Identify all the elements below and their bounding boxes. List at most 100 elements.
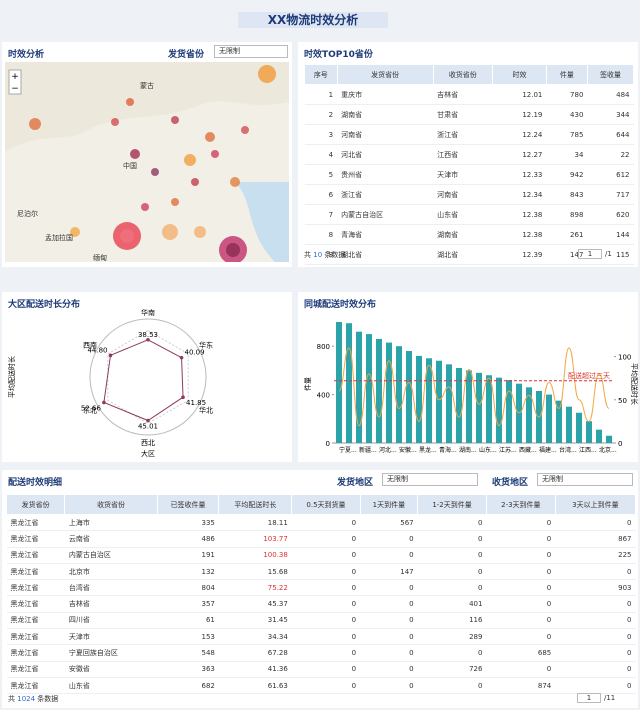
filter-select[interactable]: 无限制 [537,473,633,486]
cell: 黑龙江省 [6,530,65,548]
table-footer: 共 1024 条数据 [8,694,58,704]
bar [426,358,432,443]
cell: 黑龙江省 [6,661,65,678]
filter-select[interactable]: 无限制 [214,45,288,58]
bar [416,355,422,443]
cell: 0 [555,563,636,581]
cell: 486 [157,530,219,548]
bar [386,342,392,443]
bubble [241,126,249,134]
combo-panel: 同城配送时效分布 0 400 800 0 50 100 件量 平均配送时长 宁夏... 新疆...… [298,292,638,462]
bar [476,372,482,443]
cell: 100.38 [218,547,292,564]
radar-area [103,339,184,422]
column-header: 1天到件量 [359,494,419,515]
cell: 225 [555,547,636,564]
bubble [211,150,219,158]
land [5,62,289,152]
pagination: 1/11 [577,693,615,703]
cell: 6 [304,184,338,205]
zoom-control[interactable] [8,69,22,95]
cell: 12.38 [492,204,547,225]
row: 黑龙江省 内蒙古自治区 191 100.38 0 0 0 0 225 [6,547,636,564]
bar [586,421,592,443]
cell: 0 [291,563,361,581]
zoom-out[interactable]: − [11,84,19,94]
x-tick-label: 山东... [479,446,497,454]
bar [376,338,382,443]
map: + − 蒙古中国尼泊尔孟加拉国缅甸老挝 [5,62,289,262]
cell: 12.38 [492,224,547,245]
cell: 0 [555,595,636,613]
column-header: 序号 [304,64,338,85]
y-tick-label: 800 [317,343,330,351]
bar [446,364,452,443]
zoom-in[interactable]: + [11,72,19,82]
cell: 天津市 [433,164,493,185]
cell: 804 [157,579,219,597]
axis-category: 华东 [199,341,213,350]
page-input[interactable]: 1 [577,693,601,703]
panel-title: 时效分析 [8,50,45,60]
cell: 上海市 [64,514,158,532]
footer-text: 条数据 [37,695,59,703]
cell: 3 [304,124,338,145]
cell: 内蒙古自治区 [337,204,434,225]
x-tick-label: 北京... [599,446,617,454]
radar-point [146,337,150,342]
x-tick-label: 青海... [439,446,457,454]
bubble [162,224,178,240]
row: 黑龙江省 云南省 486 103.77 0 0 0 0 867 [6,530,636,548]
cell: 0 [291,547,361,564]
cell: 吉林省 [64,595,158,613]
cell: 安徽省 [64,661,158,678]
cell: 0 [555,677,636,695]
bubble [141,203,149,211]
column-header: 2-3天到件量 [485,494,556,515]
row: 6 浙江省 河南省 12.34 843 717 [304,184,634,205]
bubble [171,198,179,206]
place-label: 尼泊尔 [17,209,38,218]
top10-table: 序号 发货省份 收货省份 时效 件量 签收量 1 重庆市 吉林省 12.01 780 484 2 湖南省甘… [304,64,635,265]
cell: 浙江省 [433,124,493,145]
bubble [151,168,159,176]
cell: 357 [157,595,219,613]
cell: 0 [555,628,636,646]
cell: 0 [486,547,556,564]
cell: 青海省 [337,224,434,245]
bar [486,375,492,443]
cell: 874 [486,677,556,695]
cell: 台湾省 [64,579,158,597]
cell: 0 [291,595,361,613]
column-header: 发货省份 [5,494,66,515]
cell: 7 [304,204,338,225]
cell: 四川省 [64,612,158,630]
page-title: XX物流时效分析 [238,12,388,28]
x-tick-label: 福建... [539,446,557,454]
radar-point [179,355,184,360]
cell: 147 [360,563,418,581]
cell: 0 [360,579,418,597]
filter-select[interactable]: 无限制 [382,473,478,486]
page-count: /11 [604,694,616,702]
table-footer: 共 10 条数据 [304,250,345,260]
cell: 0 [360,677,418,695]
bar [546,394,552,443]
cell: 0 [486,563,556,581]
column-header: 已签收件量 [156,494,220,515]
cell: 903 [555,579,636,597]
row: 黑龙江省 台湾省 804 75.22 0 0 0 0 903 [6,579,636,597]
cell: 河南省 [433,184,493,205]
filter-label: 发货省份 [168,50,205,60]
cell: 144 [587,224,634,245]
value-label: 44.80 [87,346,107,354]
value-label: 38.53 [138,331,158,339]
cell: 0 [417,563,487,581]
x-tick-label: 江西... [579,447,597,454]
cell: 0 [555,644,636,662]
cell: 942 [546,164,588,185]
cell: 147 [546,244,588,265]
cell: 0 [291,612,361,630]
page-input[interactable]: 1 [578,249,602,259]
cell: 江西省 [433,144,493,165]
